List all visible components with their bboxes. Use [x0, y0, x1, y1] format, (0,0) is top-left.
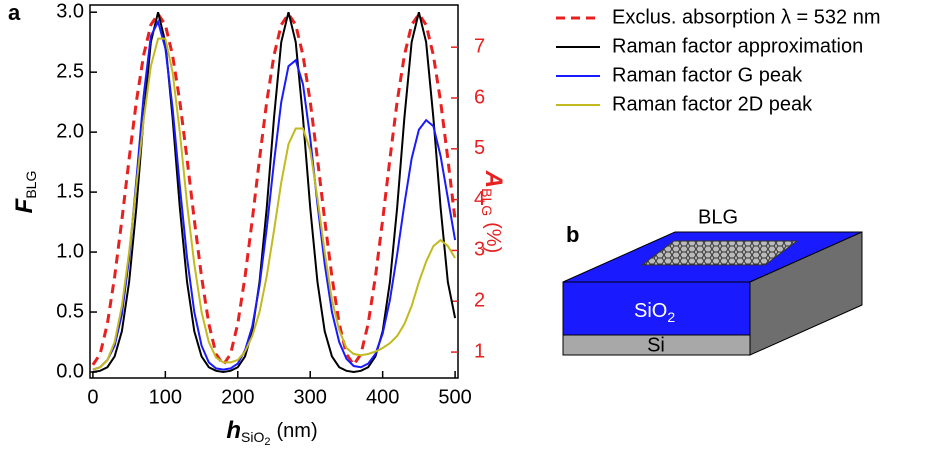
x-label-sub2: 2	[264, 436, 270, 448]
x-tick-label: 200	[221, 386, 254, 408]
legend-label: Raman factor approximation	[612, 35, 863, 57]
y2-tick-label: 2	[474, 290, 485, 312]
x-tick-label: 300	[294, 386, 327, 408]
y-tick-label: 0.5	[56, 300, 84, 322]
x-label-sub: SiO	[241, 429, 264, 445]
y2-label-sub: BLG	[479, 188, 495, 216]
y2-tick-label: 5	[474, 137, 485, 159]
y-tick-label: 1.5	[56, 180, 84, 202]
y2-tick-label: 6	[474, 86, 485, 108]
y-label-main: F	[11, 197, 38, 213]
layer-label: SiO2	[634, 300, 675, 324]
series-line	[92, 19, 457, 371]
x-tick-label: 500	[438, 386, 471, 408]
layer-diagram: b BLG SiO2 Si	[562, 206, 863, 356]
x-tick-label: 100	[149, 386, 182, 408]
y2-label-main: A	[480, 170, 507, 188]
x-label-unit: (nm)	[277, 420, 318, 442]
layer-label: Si	[647, 334, 665, 356]
x-tick-label: 400	[366, 386, 399, 408]
series-line	[92, 37, 456, 371]
y-tick-label: 3.0	[56, 0, 84, 22]
layer-label: BLG	[698, 206, 738, 228]
panel-label: a	[8, 0, 21, 25]
graphene-sheet	[640, 240, 799, 266]
legend-label: Raman factor 2D peak	[612, 93, 813, 115]
y2-tick-label: 3	[474, 239, 485, 261]
legend-label: Raman factor G peak	[612, 64, 803, 86]
oxide-label: SiO	[634, 300, 667, 322]
y2-tick-label: 1	[474, 340, 485, 362]
oxide-sub: 2	[667, 309, 675, 325]
y-axis-label: FBLG	[11, 171, 38, 214]
y2-tick-label: 4	[474, 188, 485, 210]
y-tick-label: 0.0	[56, 360, 84, 382]
y-tick-label: 2.0	[56, 120, 84, 142]
y2-tick-label: 7	[474, 35, 485, 57]
y-label-sub: BLG	[23, 171, 39, 199]
series-line	[91, 11, 457, 368]
x-label-main: h	[226, 417, 241, 444]
y2-axis-label: ABLG (%)	[479, 170, 506, 253]
x-tick-label: 0	[87, 386, 98, 408]
y-tick-label: 2.5	[56, 60, 84, 82]
y2-label-unit: (%)	[482, 222, 504, 253]
x-axis-label: hSiO2 (nm)	[226, 417, 317, 448]
panel-label: b	[566, 222, 579, 247]
substrate-front-face	[562, 334, 751, 356]
legend-label: Exclus. absorption λ = 532 nm	[612, 6, 880, 28]
oxide-front-face	[562, 281, 751, 336]
y-tick-label: 1.0	[56, 240, 84, 262]
plot-lines	[91, 11, 457, 374]
